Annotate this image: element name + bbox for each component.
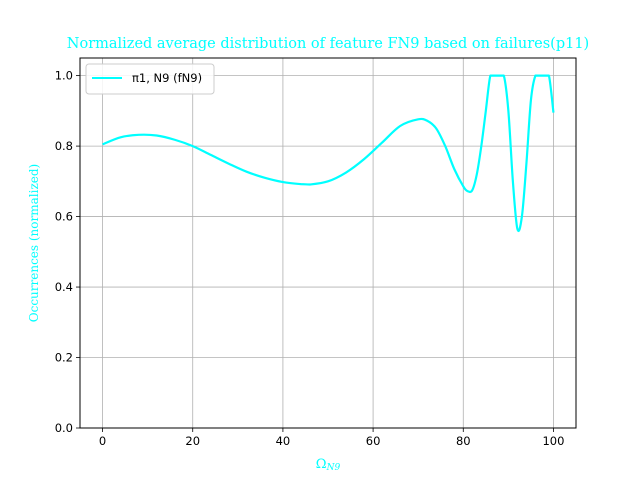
y-tick-label: 0.2	[55, 351, 73, 365]
y-tick-label: 1.0	[55, 69, 73, 83]
plot-frame	[79, 57, 577, 429]
y-tick-label: 0.6	[55, 210, 73, 224]
x-tick-label: 100	[542, 434, 564, 448]
x-axis-label-main: Ω	[316, 457, 327, 472]
x-axis-label-subscript: N9	[326, 463, 341, 473]
x-tick-label: 80	[456, 434, 471, 448]
x-tick-label: 60	[366, 434, 381, 448]
legend-box	[85, 63, 215, 95]
ticks: 0 20 40 60 80 100 0.0 0.2 0.4 0.6 0.8 1.0	[55, 69, 565, 448]
series-layer	[102, 74, 555, 233]
chart-title: Normalized average distribution of featu…	[67, 36, 589, 52]
y-tick-label: 0.4	[55, 280, 73, 294]
y-tick-label: 0.0	[55, 421, 73, 435]
x-axis-label: ΩN9	[316, 457, 341, 473]
x-tick-label: 40	[276, 434, 291, 448]
legend-series-label: π1, N9 (fN9)	[132, 71, 202, 85]
series-line-0	[102, 74, 555, 233]
legend: π1, N9 (fN9)	[85, 63, 215, 95]
y-tick-label: 0.8	[55, 139, 73, 153]
grid	[80, 58, 576, 429]
x-tick-label: 20	[185, 434, 200, 448]
x-tick-label: 0	[99, 434, 106, 448]
y-axis-label: Occurrences (normalized)	[27, 164, 41, 322]
